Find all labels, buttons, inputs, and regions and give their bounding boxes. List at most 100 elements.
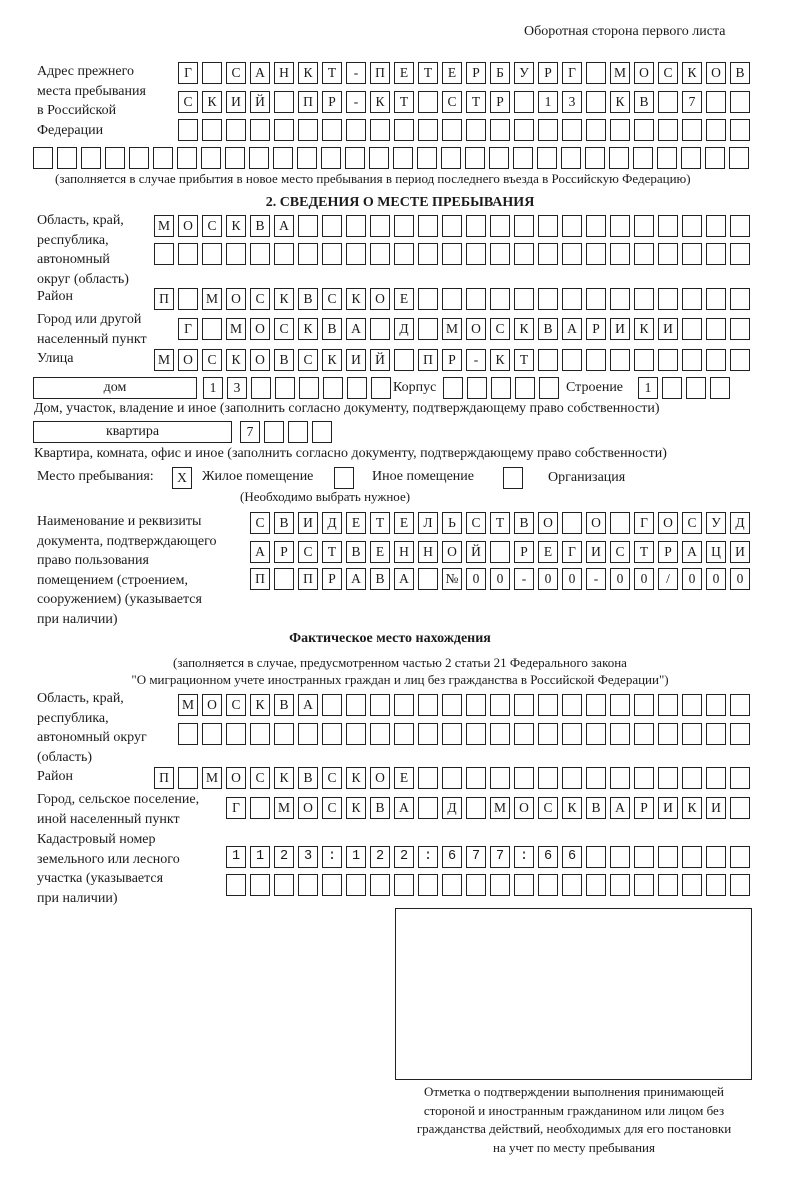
char-cell[interactable]: [467, 377, 487, 399]
char-cell[interactable]: В: [538, 318, 558, 340]
char-cell[interactable]: [634, 349, 654, 371]
char-cell[interactable]: [418, 694, 438, 716]
char-cell[interactable]: [105, 147, 125, 169]
char-cell[interactable]: [514, 243, 534, 265]
char-cell[interactable]: /: [658, 568, 678, 590]
char-cell[interactable]: [323, 377, 343, 399]
char-cell[interactable]: П: [370, 62, 390, 84]
char-cell[interactable]: [226, 243, 246, 265]
char-cell[interactable]: [394, 874, 414, 896]
char-cell[interactable]: [81, 147, 101, 169]
char-cell[interactable]: [418, 318, 438, 340]
char-cell[interactable]: [202, 318, 222, 340]
char-cell[interactable]: [586, 119, 606, 141]
char-cell[interactable]: [562, 512, 582, 534]
char-cell[interactable]: [274, 723, 294, 745]
char-cell[interactable]: К: [634, 318, 654, 340]
char-cell[interactable]: [730, 694, 750, 716]
char-cell[interactable]: А: [682, 541, 702, 563]
char-cell[interactable]: [490, 767, 510, 789]
char-cell[interactable]: [658, 723, 678, 745]
char-cell[interactable]: [562, 694, 582, 716]
char-cell[interactable]: [730, 846, 750, 868]
char-cell[interactable]: [346, 119, 366, 141]
char-cell[interactable]: [250, 797, 270, 819]
char-cell[interactable]: [658, 119, 678, 141]
char-cell[interactable]: [538, 723, 558, 745]
char-cell[interactable]: [514, 91, 534, 113]
char-cell[interactable]: [682, 288, 702, 310]
char-cell[interactable]: К: [682, 62, 702, 84]
char-cell[interactable]: К: [298, 318, 318, 340]
char-cell[interactable]: [610, 119, 630, 141]
char-cell[interactable]: [586, 243, 606, 265]
char-cell[interactable]: [418, 288, 438, 310]
char-cell[interactable]: М: [202, 288, 222, 310]
char-cell[interactable]: [490, 541, 510, 563]
char-cell[interactable]: [610, 723, 630, 745]
char-cell[interactable]: О: [178, 215, 198, 237]
char-cell[interactable]: [657, 147, 677, 169]
char-cell[interactable]: 0: [634, 568, 654, 590]
char-cell[interactable]: [250, 874, 270, 896]
char-cell[interactable]: [370, 694, 390, 716]
char-cell[interactable]: 3: [227, 377, 247, 399]
char-cell[interactable]: А: [346, 318, 366, 340]
char-cell[interactable]: [347, 377, 367, 399]
char-cell[interactable]: [442, 767, 462, 789]
char-cell[interactable]: [658, 243, 678, 265]
char-cell[interactable]: Л: [418, 512, 438, 534]
char-cell[interactable]: [658, 91, 678, 113]
char-cell[interactable]: Н: [418, 541, 438, 563]
char-cell[interactable]: А: [274, 215, 294, 237]
char-cell[interactable]: [57, 147, 77, 169]
char-cell[interactable]: В: [298, 288, 318, 310]
char-cell[interactable]: В: [370, 568, 390, 590]
char-cell[interactable]: О: [466, 318, 486, 340]
char-cell[interactable]: [562, 723, 582, 745]
char-cell[interactable]: [322, 874, 342, 896]
char-cell[interactable]: К: [370, 91, 390, 113]
char-cell[interactable]: Г: [178, 318, 198, 340]
char-cell[interactable]: [466, 288, 486, 310]
char-cell[interactable]: [730, 119, 750, 141]
char-cell[interactable]: [274, 846, 294, 868]
char-cell[interactable]: [610, 846, 630, 868]
char-cell[interactable]: [490, 243, 510, 265]
char-cell[interactable]: [394, 846, 414, 868]
char-cell[interactable]: М: [274, 797, 294, 819]
char-cell[interactable]: [275, 377, 295, 399]
char-cell[interactable]: С: [202, 215, 222, 237]
char-cell[interactable]: [514, 119, 534, 141]
char-cell[interactable]: №: [442, 568, 462, 590]
char-cell[interactable]: [586, 91, 606, 113]
char-cell[interactable]: [514, 723, 534, 745]
char-cell[interactable]: 1: [203, 377, 223, 399]
char-cell[interactable]: К: [490, 349, 510, 371]
char-cell[interactable]: Ь: [442, 512, 462, 534]
char-cell[interactable]: [321, 147, 341, 169]
char-cell[interactable]: [274, 243, 294, 265]
char-cell[interactable]: [298, 723, 318, 745]
char-cell[interactable]: [490, 723, 510, 745]
char-cell[interactable]: Д: [730, 512, 750, 534]
char-cell[interactable]: Е: [394, 512, 414, 534]
char-cell[interactable]: [538, 288, 558, 310]
char-cell[interactable]: К: [274, 288, 294, 310]
char-cell[interactable]: И: [658, 318, 678, 340]
char-cell[interactable]: [730, 767, 750, 789]
char-cell[interactable]: 0: [490, 568, 510, 590]
house-type-box[interactable]: дом: [33, 377, 197, 399]
char-cell[interactable]: А: [394, 568, 414, 590]
char-cell[interactable]: [538, 349, 558, 371]
char-cell[interactable]: [634, 288, 654, 310]
char-cell[interactable]: [538, 874, 558, 896]
char-cell[interactable]: Т: [418, 62, 438, 84]
char-cell[interactable]: [514, 874, 534, 896]
char-cell[interactable]: [586, 846, 606, 868]
char-cell[interactable]: С: [322, 288, 342, 310]
char-cell[interactable]: [730, 797, 750, 819]
char-cell[interactable]: Т: [370, 512, 390, 534]
char-cell[interactable]: Т: [490, 512, 510, 534]
char-cell[interactable]: П: [250, 568, 270, 590]
